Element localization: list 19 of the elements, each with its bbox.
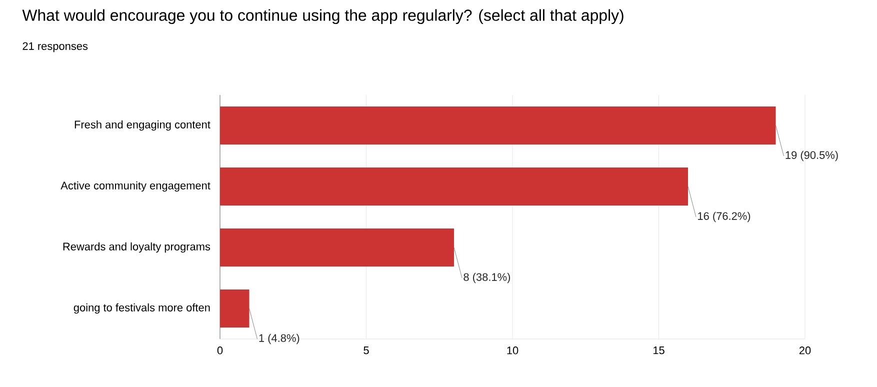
data-label: 16 (76.2%) <box>698 212 750 222</box>
x-tick-label: 5 <box>364 346 369 354</box>
y-tick-label: going to festivals more often <box>74 303 210 314</box>
x-tick-label: 20 <box>799 346 811 354</box>
x-tick-label: 15 <box>653 346 664 354</box>
y-tick-label: Fresh and engaging content <box>74 120 210 131</box>
x-tick-label: 0 <box>217 346 223 354</box>
x-tick-label: 10 <box>507 346 518 354</box>
y-tick-label: Active community engagement <box>60 181 210 192</box>
y-tick-label: Rewards and loyalty programs <box>63 242 210 253</box>
text: 21 responses <box>22 42 88 52</box>
data-label: 19 (90.5%) <box>786 150 838 162</box>
chart-title: What would encourage you to continue using the app regularly? (select all that apply) <box>22 9 624 24</box>
bar <box>220 168 688 206</box>
bar <box>220 106 776 145</box>
data-label: 1 (4.8%) <box>259 334 300 344</box>
bar <box>220 228 454 267</box>
data-label: 8 (38.1%) <box>464 272 510 284</box>
bar <box>220 290 250 328</box>
